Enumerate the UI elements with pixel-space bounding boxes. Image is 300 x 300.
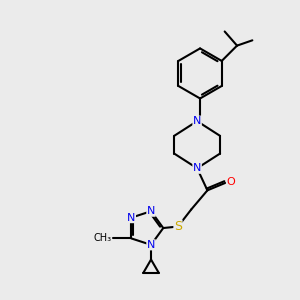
Text: N: N	[147, 240, 155, 250]
Text: S: S	[174, 220, 182, 233]
Text: N: N	[193, 116, 201, 126]
Text: N: N	[127, 213, 136, 223]
Text: N: N	[193, 163, 201, 173]
Text: CH₃: CH₃	[93, 233, 112, 243]
Text: O: O	[226, 176, 235, 187]
Text: N: N	[147, 206, 155, 216]
